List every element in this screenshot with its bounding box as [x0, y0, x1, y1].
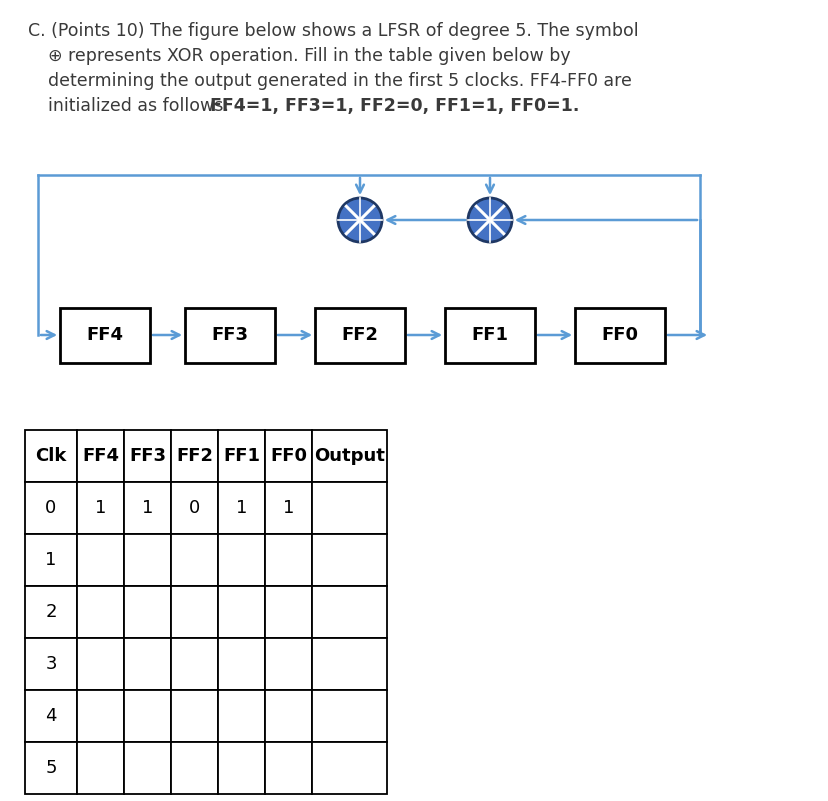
Text: initialized as follows:: initialized as follows: [48, 97, 234, 115]
Bar [218, 638, 265, 690]
Bar [311, 534, 387, 586]
Bar [77, 638, 124, 690]
Bar [171, 742, 218, 794]
Text: 1: 1 [94, 499, 106, 517]
Text: FF1: FF1 [223, 447, 260, 465]
Bar [171, 638, 218, 690]
Bar [171, 534, 218, 586]
Text: Clk: Clk [36, 447, 66, 465]
Text: determining the output generated in the first 5 clocks. FF4-FF0 are: determining the output generated in the … [48, 72, 631, 90]
Bar [124, 742, 171, 794]
Text: 3: 3 [46, 655, 56, 673]
Text: 2: 2 [46, 603, 56, 621]
Text: 1: 1 [282, 499, 294, 517]
Text: FF3: FF3 [211, 326, 248, 344]
Text: 0: 0 [189, 499, 200, 517]
Bar [77, 482, 124, 534]
Bar [124, 534, 171, 586]
Bar [25, 534, 77, 586]
Bar [445, 308, 534, 363]
Bar [171, 586, 218, 638]
Text: FF4=1, FF3=1, FF2=0, FF1=1, FF0=1.: FF4=1, FF3=1, FF2=0, FF1=1, FF0=1. [209, 97, 579, 115]
Bar [265, 482, 311, 534]
Bar [218, 534, 265, 586]
Bar [311, 742, 387, 794]
Bar [124, 586, 171, 638]
Bar [77, 742, 124, 794]
Circle shape [468, 198, 512, 242]
Bar [25, 742, 77, 794]
Bar [218, 690, 265, 742]
Bar [218, 430, 265, 482]
Bar [311, 430, 387, 482]
Bar [311, 586, 387, 638]
Bar [218, 742, 265, 794]
Text: FF1: FF1 [471, 326, 508, 344]
Bar [265, 430, 311, 482]
Bar [25, 482, 77, 534]
Bar [311, 482, 387, 534]
Text: 0: 0 [46, 499, 56, 517]
Text: Output: Output [314, 447, 384, 465]
Text: FF4: FF4 [82, 447, 119, 465]
Bar [265, 586, 311, 638]
Text: FF2: FF2 [341, 326, 378, 344]
Text: ⊕ represents XOR operation. Fill in the table given below by: ⊕ represents XOR operation. Fill in the … [48, 47, 570, 65]
Bar [265, 690, 311, 742]
Text: 5: 5 [46, 759, 56, 777]
Text: 4: 4 [46, 707, 56, 725]
Bar [265, 638, 311, 690]
Text: FF0: FF0 [270, 447, 306, 465]
Bar [124, 690, 171, 742]
Text: FF2: FF2 [176, 447, 213, 465]
Bar [575, 308, 664, 363]
Text: 1: 1 [235, 499, 247, 517]
Bar [265, 742, 311, 794]
Text: 1: 1 [46, 551, 56, 569]
Text: C. (Points 10) The figure below shows a LFSR of degree 5. The symbol: C. (Points 10) The figure below shows a … [28, 22, 638, 40]
Bar [25, 430, 77, 482]
Text: 1: 1 [142, 499, 153, 517]
Bar [315, 308, 405, 363]
Bar [218, 482, 265, 534]
Bar [77, 586, 124, 638]
Circle shape [338, 198, 382, 242]
Bar [77, 430, 124, 482]
Bar [311, 690, 387, 742]
Bar [218, 586, 265, 638]
Bar [171, 482, 218, 534]
Bar [124, 430, 171, 482]
Bar [124, 638, 171, 690]
Bar [25, 638, 77, 690]
Text: FF3: FF3 [129, 447, 166, 465]
Bar [265, 534, 311, 586]
Bar [185, 308, 275, 363]
Bar [171, 690, 218, 742]
Bar [25, 690, 77, 742]
Bar [124, 482, 171, 534]
Text: FF0: FF0 [601, 326, 638, 344]
Bar [77, 534, 124, 586]
Bar [171, 430, 218, 482]
Bar [77, 690, 124, 742]
Bar [311, 638, 387, 690]
Bar [25, 586, 77, 638]
Bar [60, 308, 150, 363]
Text: FF4: FF4 [86, 326, 123, 344]
